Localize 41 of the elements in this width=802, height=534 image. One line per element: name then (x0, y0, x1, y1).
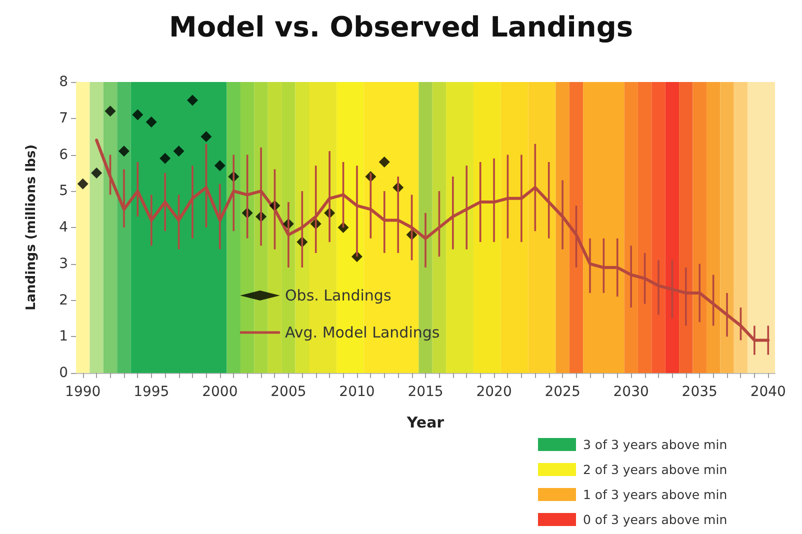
point (187, 94, 198, 106)
legend-label: 3 of 3 years above min (583, 437, 728, 452)
x-tick-label: 2005 (270, 384, 306, 400)
point (91, 167, 102, 178)
point (146, 116, 157, 128)
y-tick-label: 3 (59, 256, 68, 272)
point (104, 106, 116, 117)
x-tick-label: 1990 (65, 384, 101, 400)
y-tick-label: 5 (59, 183, 68, 200)
legend-label: 1 of 3 years above min (583, 487, 728, 502)
y-tick-label: 1 (59, 328, 68, 345)
point (173, 146, 184, 157)
y-tick-label: 8 (59, 74, 68, 90)
x-axis-title: Year (406, 414, 445, 432)
x-tick-label: 2010 (339, 384, 375, 400)
x-tick-label: 2000 (202, 384, 238, 400)
chart-title: Model vs. Observed Landings (168, 10, 634, 44)
x-tick-label: 2020 (476, 384, 512, 400)
point (132, 109, 144, 120)
y-tick-label: 7 (59, 110, 68, 126)
point (77, 178, 88, 190)
x-tick-label: 2040 (750, 384, 786, 400)
y-tick-label: 0 (59, 365, 68, 381)
point (160, 152, 171, 164)
legend-label: Avg. Model Landings (285, 324, 440, 342)
x-tick-label: 2030 (613, 384, 649, 400)
x-tick-label: 2035 (682, 384, 718, 400)
y-axis-title: Landings (millions lbs) (24, 144, 39, 311)
x-tick-label: 1995 (134, 384, 170, 400)
point (200, 131, 212, 142)
point (214, 160, 226, 172)
legend-label: 0 of 3 years above min (583, 512, 728, 527)
point (118, 146, 130, 157)
legend-label: 2 of 3 years above min (583, 462, 728, 477)
x-tick-label: 2015 (408, 384, 444, 400)
x-tick-label: 2025 (544, 384, 580, 400)
y-tick-label: 4 (59, 220, 68, 236)
point (378, 156, 390, 168)
y-tick-label: 6 (59, 146, 68, 163)
y-tick-label: 2 (59, 292, 68, 308)
legend-label: Obs. Landings (285, 286, 392, 304)
